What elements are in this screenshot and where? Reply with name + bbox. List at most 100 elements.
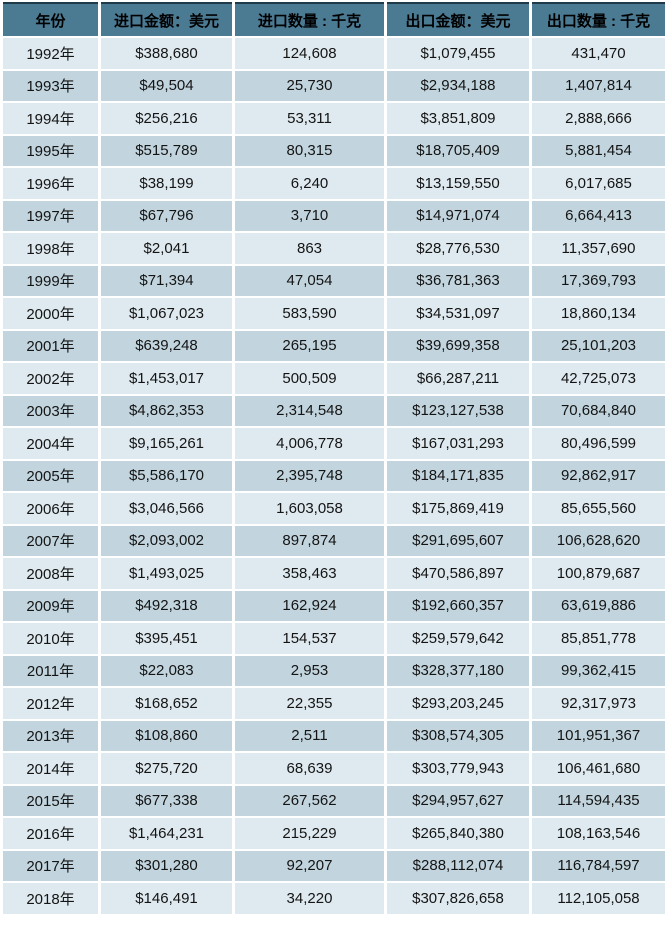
cell-year: 2016年 (3, 818, 98, 849)
cell-import-amount: $3,046,566 (101, 493, 232, 524)
cell-import-quantity: 22,355 (235, 688, 384, 719)
cell-export-quantity: 99,362,415 (532, 655, 665, 686)
cell-export-quantity: 85,851,778 (532, 623, 665, 654)
cell-export-amount: $259,579,642 (387, 623, 529, 654)
cell-export-amount: $2,934,188 (387, 70, 529, 101)
cell-export-amount: $288,112,074 (387, 850, 529, 881)
table-row: 1995年 $515,789 80,315 $18,705,409 5,881,454 (3, 135, 665, 166)
cell-import-quantity: 47,054 (235, 265, 384, 296)
cell-import-amount: $67,796 (101, 200, 232, 231)
cell-export-amount: $39,699,358 (387, 330, 529, 361)
cell-export-amount: $470,586,897 (387, 558, 529, 589)
cell-export-quantity: 106,461,680 (532, 753, 665, 784)
cell-export-quantity: 116,784,597 (532, 850, 665, 881)
cell-export-quantity: 92,862,917 (532, 460, 665, 491)
cell-export-amount: $34,531,097 (387, 298, 529, 329)
cell-import-quantity: 215,229 (235, 818, 384, 849)
cell-year: 2012年 (3, 688, 98, 719)
cell-export-quantity: 80,496,599 (532, 428, 665, 459)
cell-export-amount: $66,287,211 (387, 363, 529, 394)
table-row: 2011年 $22,083 2,953 $328,377,180 99,362,415 (3, 655, 665, 686)
cell-import-amount: $108,860 (101, 720, 232, 751)
cell-export-quantity: 42,725,073 (532, 363, 665, 394)
table-row: 2010年 $395,451 154,537 $259,579,642 85,851,7… (3, 623, 665, 654)
cell-year: 1996年 (3, 168, 98, 199)
table-row: 2003年 $4,862,353 2,314,548 $123,127,538 70,6… (3, 395, 665, 426)
header-year: 年份 (3, 2, 98, 36)
cell-export-amount: $3,851,809 (387, 103, 529, 134)
cell-import-quantity: 358,463 (235, 558, 384, 589)
cell-export-quantity: 11,357,690 (532, 233, 665, 264)
table-row: 2008年 $1,493,025 358,463 $470,586,897 100,87… (3, 558, 665, 589)
cell-export-quantity: 92,317,973 (532, 688, 665, 719)
cell-import-amount: $146,491 (101, 883, 232, 914)
cell-year: 2009年 (3, 590, 98, 621)
header-import-quantity: 进口数量 : 千克 (235, 2, 384, 36)
cell-export-amount: $294,957,627 (387, 785, 529, 816)
cell-import-quantity: 2,511 (235, 720, 384, 751)
cell-import-amount: $49,504 (101, 70, 232, 101)
header-import-amount: 进口金额：美元 (101, 2, 232, 36)
cell-export-quantity: 114,594,435 (532, 785, 665, 816)
cell-import-quantity: 583,590 (235, 298, 384, 329)
cell-import-amount: $301,280 (101, 850, 232, 881)
cell-import-quantity: 4,006,778 (235, 428, 384, 459)
cell-export-quantity: 112,105,058 (532, 883, 665, 914)
cell-import-amount: $639,248 (101, 330, 232, 361)
header-export-amount: 出口金额：美元 (387, 2, 529, 36)
cell-export-amount: $291,695,607 (387, 525, 529, 556)
cell-export-amount: $28,776,530 (387, 233, 529, 264)
cell-year: 1995年 (3, 135, 98, 166)
table-body: 1992年 $388,680 124,608 $1,079,455 431,470 199… (3, 38, 665, 914)
cell-export-amount: $175,869,419 (387, 493, 529, 524)
cell-import-quantity: 80,315 (235, 135, 384, 166)
table-row: 2009年 $492,318 162,924 $192,660,357 63,619,8… (3, 590, 665, 621)
cell-export-amount: $1,079,455 (387, 38, 529, 69)
cell-export-quantity: 25,101,203 (532, 330, 665, 361)
cell-export-amount: $192,660,357 (387, 590, 529, 621)
table-row: 1998年 $2,041 863 $28,776,530 11,357,690 (3, 233, 665, 264)
cell-year: 2018年 (3, 883, 98, 914)
cell-export-quantity: 108,163,546 (532, 818, 665, 849)
cell-export-quantity: 100,879,687 (532, 558, 665, 589)
table-header: 年份 进口金额：美元 进口数量 : 千克 出口金额：美元 出口数量 : 千克 (3, 2, 665, 36)
cell-import-amount: $256,216 (101, 103, 232, 134)
cell-export-amount: $167,031,293 (387, 428, 529, 459)
cell-import-quantity: 162,924 (235, 590, 384, 621)
cell-import-amount: $1,464,231 (101, 818, 232, 849)
cell-export-amount: $303,779,943 (387, 753, 529, 784)
cell-import-quantity: 124,608 (235, 38, 384, 69)
cell-import-quantity: 863 (235, 233, 384, 264)
cell-year: 2013年 (3, 720, 98, 751)
table-row: 2013年 $108,860 2,511 $308,574,305 101,951,36… (3, 720, 665, 751)
cell-year: 2003年 (3, 395, 98, 426)
table-row: 2000年 $1,067,023 583,590 $34,531,097 18,860,… (3, 298, 665, 329)
cell-import-quantity: 2,395,748 (235, 460, 384, 491)
cell-import-amount: $1,493,025 (101, 558, 232, 589)
cell-year: 1994年 (3, 103, 98, 134)
cell-export-quantity: 85,655,560 (532, 493, 665, 524)
table-row: 2001年 $639,248 265,195 $39,699,358 25,101,20… (3, 330, 665, 361)
cell-year: 2001年 (3, 330, 98, 361)
cell-year: 1998年 (3, 233, 98, 264)
cell-import-quantity: 267,562 (235, 785, 384, 816)
cell-export-quantity: 70,684,840 (532, 395, 665, 426)
table-row: 2004年 $9,165,261 4,006,778 $167,031,293 80,4… (3, 428, 665, 459)
cell-year: 2005年 (3, 460, 98, 491)
cell-export-quantity: 6,664,413 (532, 200, 665, 231)
cell-import-amount: $2,041 (101, 233, 232, 264)
cell-import-quantity: 1,603,058 (235, 493, 384, 524)
cell-import-quantity: 154,537 (235, 623, 384, 654)
cell-year: 2017年 (3, 850, 98, 881)
cell-import-quantity: 897,874 (235, 525, 384, 556)
cell-export-amount: $184,171,835 (387, 460, 529, 491)
cell-import-quantity: 500,509 (235, 363, 384, 394)
cell-import-quantity: 3,710 (235, 200, 384, 231)
cell-export-quantity: 101,951,367 (532, 720, 665, 751)
cell-import-amount: $168,652 (101, 688, 232, 719)
cell-import-amount: $515,789 (101, 135, 232, 166)
cell-year: 2015年 (3, 785, 98, 816)
cell-year: 2007年 (3, 525, 98, 556)
cell-import-quantity: 2,953 (235, 655, 384, 686)
